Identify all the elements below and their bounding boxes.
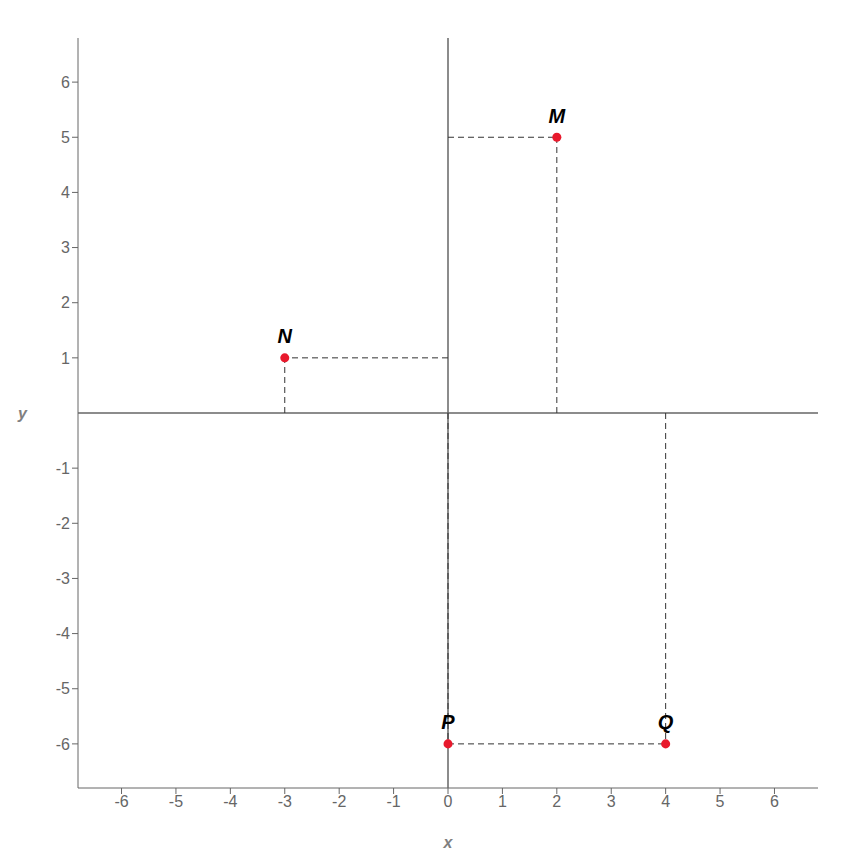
svg-text:6: 6	[770, 793, 779, 810]
svg-text:-3: -3	[278, 793, 292, 810]
svg-text:-5: -5	[56, 680, 70, 697]
svg-text:y: y	[17, 405, 28, 422]
svg-text:0: 0	[444, 793, 453, 810]
svg-text:Q: Q	[658, 711, 674, 733]
svg-text:1: 1	[498, 793, 507, 810]
svg-text:2: 2	[61, 294, 70, 311]
svg-text:-1: -1	[56, 460, 70, 477]
svg-text:-1: -1	[386, 793, 400, 810]
svg-text:3: 3	[607, 793, 616, 810]
svg-text:x: x	[443, 834, 454, 851]
svg-text:4: 4	[661, 793, 670, 810]
svg-text:3: 3	[61, 239, 70, 256]
svg-text:2: 2	[552, 793, 561, 810]
svg-text:6: 6	[61, 74, 70, 91]
svg-text:1: 1	[61, 350, 70, 367]
svg-text:-6: -6	[114, 793, 128, 810]
svg-text:-5: -5	[169, 793, 183, 810]
svg-text:N: N	[278, 325, 293, 347]
svg-text:-4: -4	[56, 625, 70, 642]
svg-text:P: P	[441, 711, 455, 733]
svg-text:-3: -3	[56, 570, 70, 587]
svg-text:-4: -4	[223, 793, 237, 810]
svg-text:5: 5	[716, 793, 725, 810]
svg-text:-2: -2	[332, 793, 346, 810]
svg-text:-2: -2	[56, 515, 70, 532]
svg-text:4: 4	[61, 184, 70, 201]
svg-text:M: M	[548, 105, 566, 127]
svg-text:-6: -6	[56, 736, 70, 753]
svg-text:5: 5	[61, 129, 70, 146]
